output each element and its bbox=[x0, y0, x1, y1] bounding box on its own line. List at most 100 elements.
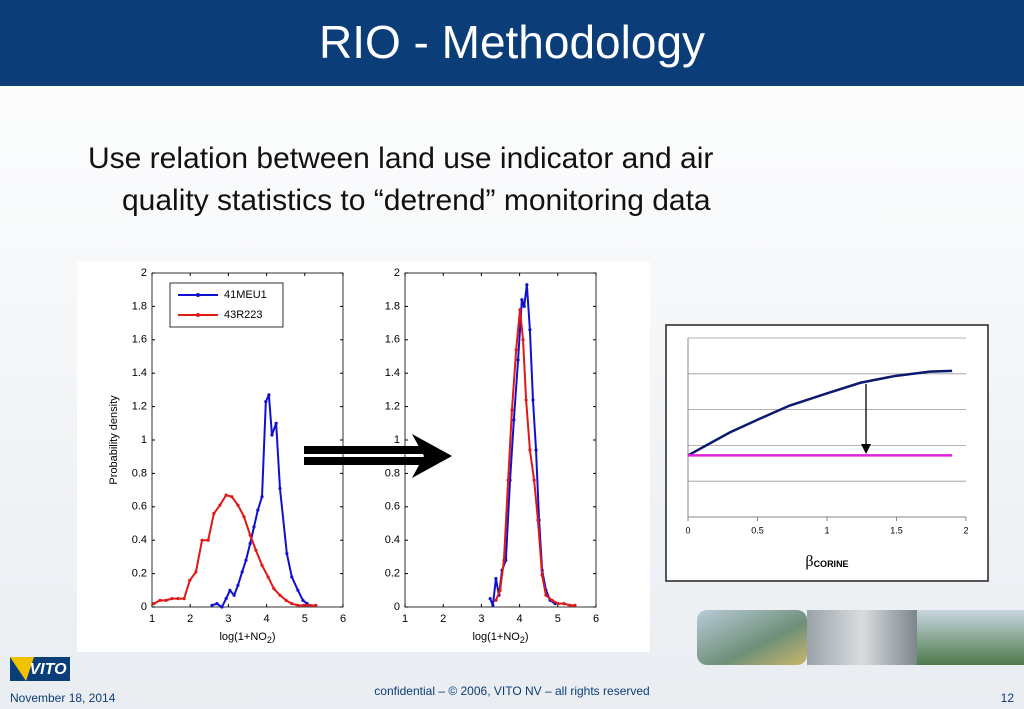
point bbox=[210, 603, 214, 607]
x-tick-label: 6 bbox=[593, 613, 599, 625]
point bbox=[224, 597, 228, 601]
title: RIO - Methodology bbox=[319, 16, 705, 68]
x-tick-label: 4 bbox=[517, 613, 523, 625]
point bbox=[232, 593, 236, 597]
y-tick-label: 0.4 bbox=[132, 534, 147, 546]
point bbox=[242, 515, 246, 519]
x-tick-label: 2 bbox=[440, 613, 446, 625]
y-tick-label: 0.4 bbox=[385, 534, 400, 546]
point bbox=[278, 593, 282, 597]
point bbox=[284, 598, 288, 602]
point bbox=[568, 603, 572, 607]
point bbox=[498, 588, 502, 592]
y-tick-label: 0 bbox=[394, 601, 400, 613]
point bbox=[506, 478, 510, 482]
label-subscript: 2 bbox=[520, 635, 525, 645]
legend-box bbox=[169, 282, 284, 328]
point bbox=[228, 588, 232, 592]
logo: VITO bbox=[10, 657, 70, 681]
point bbox=[218, 503, 222, 507]
photo bbox=[697, 610, 807, 665]
legend-marker bbox=[196, 313, 200, 317]
x-tick-label: 2 bbox=[187, 613, 193, 625]
y-tick-label: 1.6 bbox=[132, 334, 147, 346]
y-tick-label: 1.2 bbox=[132, 401, 147, 413]
x-tick-label: 3 bbox=[225, 613, 231, 625]
point bbox=[274, 421, 278, 425]
photo bbox=[917, 610, 1024, 665]
point bbox=[520, 298, 524, 302]
footer-notice: confidential – © 2006, VITO NV – all rig… bbox=[374, 684, 649, 698]
point bbox=[522, 304, 526, 308]
point bbox=[264, 399, 268, 404]
label-symbol: β bbox=[805, 553, 813, 570]
photo-strip bbox=[697, 610, 1024, 665]
point bbox=[518, 308, 522, 312]
point bbox=[240, 570, 244, 574]
x-tick-label: 5 bbox=[302, 613, 308, 625]
y-tick-label: 2 bbox=[141, 267, 147, 279]
point bbox=[290, 602, 294, 606]
annotation-arrowhead bbox=[861, 444, 871, 454]
x-tick-label: 1 bbox=[149, 613, 155, 625]
point bbox=[272, 587, 276, 591]
series-line bbox=[687, 369, 953, 457]
point bbox=[534, 448, 538, 452]
x-axis-label: βCORINE bbox=[805, 553, 848, 570]
x-tick-label: 0.5 bbox=[751, 525, 764, 535]
arrow-shaft bbox=[304, 446, 428, 465]
point bbox=[296, 588, 300, 592]
label-part: log(1+NO bbox=[219, 631, 267, 643]
point bbox=[267, 393, 271, 397]
photo bbox=[807, 610, 917, 665]
point bbox=[220, 605, 224, 609]
point bbox=[516, 358, 520, 362]
footer-date: November 18, 2014 bbox=[10, 691, 116, 705]
y-tick-label: 1 bbox=[394, 434, 400, 446]
label-subscript: 2 bbox=[267, 635, 272, 645]
point bbox=[573, 603, 577, 607]
point bbox=[182, 597, 186, 601]
x-tick-label: 1.5 bbox=[890, 525, 903, 535]
point bbox=[158, 598, 162, 602]
point bbox=[266, 575, 270, 579]
y-tick-label: 1.8 bbox=[385, 300, 400, 312]
y-tick-label: 0.8 bbox=[132, 467, 147, 479]
series-line bbox=[153, 493, 316, 607]
y-tick-label: 0.8 bbox=[385, 467, 400, 479]
point bbox=[521, 338, 525, 342]
point bbox=[188, 578, 192, 582]
point bbox=[514, 348, 518, 352]
logo-mark bbox=[10, 657, 34, 681]
label-part: ) bbox=[272, 631, 276, 643]
y-tick-label: 1.4 bbox=[385, 367, 400, 379]
point bbox=[194, 570, 198, 574]
point bbox=[532, 478, 536, 482]
x-tick-label: 3 bbox=[478, 613, 484, 625]
point bbox=[540, 573, 544, 577]
x-axis-label: log(1+NO2) bbox=[219, 631, 275, 645]
y-axis-label: Probability density bbox=[108, 395, 120, 485]
legend-label: 41MEU1 bbox=[224, 289, 267, 301]
y-tick-label: 0 bbox=[141, 601, 147, 613]
x-tick-label: 4 bbox=[264, 613, 270, 625]
y-tick-label: 1.2 bbox=[385, 401, 400, 413]
y-tick-label: 2 bbox=[394, 267, 400, 279]
point bbox=[544, 593, 548, 597]
point bbox=[200, 538, 204, 542]
point bbox=[248, 533, 252, 537]
point bbox=[536, 518, 540, 522]
legend-label: 43R223 bbox=[224, 309, 263, 321]
point bbox=[270, 433, 274, 437]
point bbox=[224, 493, 228, 497]
point bbox=[260, 495, 264, 499]
point bbox=[502, 558, 506, 562]
point bbox=[230, 495, 234, 499]
point bbox=[550, 598, 554, 602]
point bbox=[236, 503, 240, 507]
x-tick-label: 1 bbox=[402, 613, 408, 625]
y-tick-label: 1.4 bbox=[132, 367, 147, 379]
point bbox=[164, 598, 168, 602]
point bbox=[301, 598, 305, 602]
